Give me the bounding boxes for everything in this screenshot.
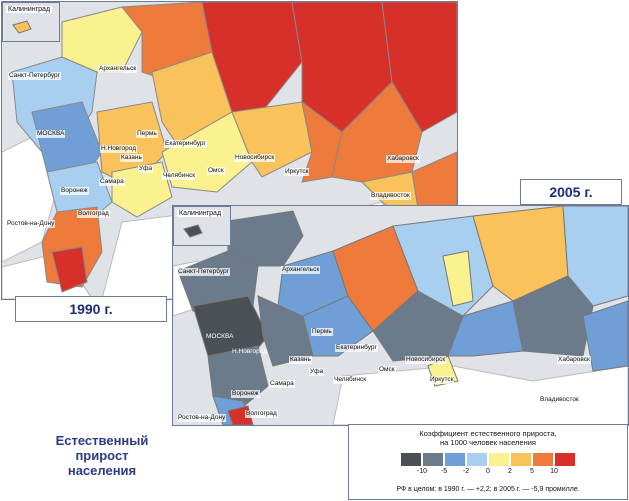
city-label: Челябинск: [162, 172, 197, 180]
legend-swatch: [533, 453, 553, 466]
legend: Коэффициент естественного прироста, на 1…: [348, 424, 628, 500]
city-label: Новосибирск: [234, 154, 276, 162]
city-label: Иркутск: [284, 168, 310, 176]
city-label: Архангельск: [98, 65, 138, 73]
city-label: Новосибирск: [405, 356, 447, 364]
legend-caption: Коэффициент естественного прироста, на 1…: [419, 429, 557, 447]
legend-tick-label: 10: [550, 468, 558, 475]
city-label: МОСКВА: [36, 130, 66, 138]
map-1990: Калининград Санкт-Петербург Архангельск …: [1, 1, 458, 300]
city-label: Воронеж: [60, 187, 89, 195]
city-label: Пермь: [311, 328, 333, 336]
city-label: Волгоград: [245, 410, 278, 418]
city-label: Иркутск: [429, 376, 455, 384]
city-label: Уфа: [138, 165, 154, 173]
city-label: Омск: [207, 167, 225, 175]
map-2005: Калининград Санкт-Петербург Архангельск …: [172, 205, 629, 426]
city-label: Волгоград: [77, 210, 110, 218]
city-label: Пермь: [136, 130, 158, 138]
legend-tick-label: 2: [508, 468, 512, 475]
legend-tick-label: -10: [416, 468, 428, 475]
city-label: Хабаровск: [557, 356, 591, 364]
legend-swatch: [489, 453, 509, 466]
inset-label: Калининград: [6, 6, 53, 13]
map-title: Естественный прирост населения: [55, 433, 149, 478]
legend-tick-label: -5: [440, 468, 448, 475]
legend-ticks: -10 -5 -2 0 2 5 10: [401, 468, 621, 478]
city-label: Омск: [378, 366, 396, 374]
city-label: Самара: [269, 380, 295, 388]
city-label: МОСКВА: [206, 333, 234, 340]
map-2005-regions: [173, 206, 628, 425]
legend-swatch: [555, 453, 575, 466]
city-label: Уфа: [309, 368, 325, 376]
city-label: Казань: [120, 154, 143, 162]
city-label: Архангельск: [281, 266, 321, 274]
city-label: Хабаровск: [386, 155, 420, 163]
inset-kaliningrad-1990: Калининград: [2, 2, 60, 42]
city-label: Владивосток: [539, 396, 580, 404]
legend-note: РФ в целом: в 1990 г. — +2,2; в 2005 г. …: [396, 486, 580, 493]
legend-tick-label: -2: [462, 468, 470, 475]
legend-swatch: [467, 453, 487, 466]
city-label: Самара: [99, 178, 125, 186]
year-label-2005: 2005 г.: [520, 179, 622, 205]
city-label: Ростов-на-Дону: [6, 220, 56, 228]
city-label: Воронеж: [231, 390, 260, 398]
city-label: Санкт-Петербург: [8, 72, 61, 80]
year-label-1990: 1990 г.: [15, 296, 167, 322]
city-label: Челябинск: [333, 376, 368, 384]
legend-tick-label: 5: [530, 468, 534, 475]
city-label: Екатеринбург: [335, 344, 378, 352]
legend-tick-label: 0: [486, 468, 490, 475]
city-label: Казань: [289, 356, 312, 364]
legend-color-bar: [401, 453, 577, 466]
legend-swatch: [511, 453, 531, 466]
legend-swatch: [401, 453, 421, 466]
city-label: Екатеринбург: [164, 140, 207, 148]
city-label: Санкт-Петербург: [177, 268, 230, 276]
inset-kaliningrad-2005: Калининград: [173, 206, 231, 246]
city-label: Владивосток: [370, 192, 411, 200]
inset-label: Калининград: [177, 210, 224, 217]
city-label: Н.Новгород: [100, 145, 137, 153]
legend-swatch: [423, 453, 443, 466]
city-label: Ростов-на-Дону: [177, 414, 227, 422]
legend-swatch: [445, 453, 465, 466]
city-label: Н.Новгород: [232, 348, 267, 355]
